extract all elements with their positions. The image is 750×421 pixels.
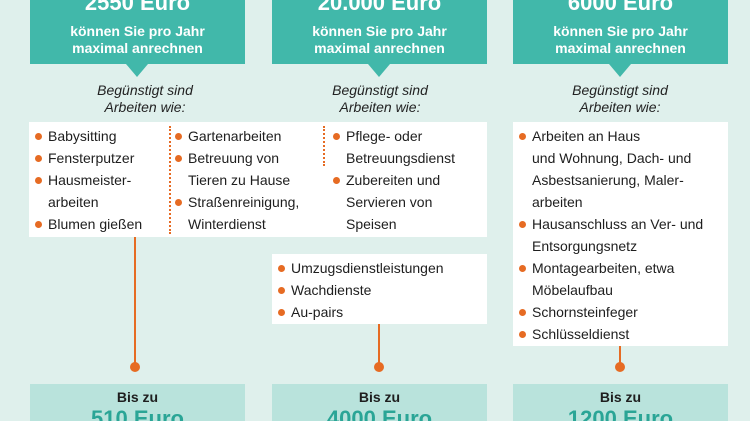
banner-subtitle: können Sie pro Jahr maximal anrechnen	[513, 23, 728, 57]
list-item-continuation: Speisen	[346, 216, 397, 232]
beguenstigt-label-2: Begünstigt sind Arbeiten wie:	[285, 82, 475, 116]
result-value: 4000 Euro	[326, 406, 433, 421]
result-value: 1200 Euro	[567, 406, 674, 421]
list-item-continuation: arbeiten	[48, 194, 99, 210]
result-bis: Bis zu	[599, 389, 642, 405]
list-item: Fensterputzer	[35, 147, 170, 169]
beguenstigt-line1: Begünstigt sind	[572, 82, 668, 98]
banner-subtitle: können Sie pro Jahr maximal anrechnen	[30, 23, 245, 57]
result-value: 510 Euro	[91, 406, 184, 421]
banner-subtitle-line1: können Sie pro Jahr	[312, 23, 447, 39]
list-item: Wachdienste	[278, 279, 481, 301]
list-item: Schlüsseldienst	[519, 323, 722, 345]
beguenstigt-line2: Arbeiten wie:	[339, 99, 421, 115]
list-item: Pflege- oder	[333, 125, 485, 147]
list-item: Umzugsdienstleistungen	[278, 257, 481, 279]
connector-dot-3	[615, 362, 625, 372]
banner-2550: 2550 Euro können Sie pro Jahr maximal an…	[30, 0, 245, 64]
list-item: Straßenreinigung,	[175, 191, 319, 213]
list-item: Au-pairs	[278, 301, 481, 323]
result-box-3: Bis zu 1200 Euro	[513, 384, 728, 421]
banner-subtitle-line1: können Sie pro Jahr	[70, 23, 205, 39]
banner-subtitle-line2: maximal anrechnen	[555, 40, 686, 56]
list-top: Pflege- oder Betreuungsdienst Zubereiten…	[333, 125, 485, 235]
beguenstigt-line2: Arbeiten wie:	[104, 99, 186, 115]
list-box-2-top: Pflege- oder Betreuungsdienst Zubereiten…	[319, 122, 487, 237]
result-box-2: Bis zu 4000 Euro	[272, 384, 487, 421]
connector-line-1	[134, 237, 136, 367]
banner-subtitle: können Sie pro Jahr maximal anrechnen	[272, 23, 487, 57]
list-item: Gartenarbeiten	[175, 125, 319, 147]
connector-dot-2	[374, 362, 384, 372]
connector-line-2	[378, 324, 380, 367]
connector-dot-1	[130, 362, 140, 372]
beguenstigt-line1: Begünstigt sind	[97, 82, 193, 98]
list-left: Babysitting Fensterputzer Hausmeister- a…	[35, 125, 170, 235]
banner-pointer	[609, 64, 631, 77]
list-item-continuation: Möbelaufbau	[532, 282, 613, 298]
banner-amount: 20.000 Euro	[317, 0, 442, 15]
banner-20000: 20.000 Euro können Sie pro Jahr maximal …	[272, 0, 487, 64]
beguenstigt-line1: Begünstigt sind	[332, 82, 428, 98]
list-item: Hausmeister-	[35, 169, 170, 191]
list-item: Arbeiten an Haus	[519, 125, 722, 147]
result-bis: Bis zu	[358, 389, 401, 405]
banner-subtitle-line2: maximal anrechnen	[72, 40, 203, 56]
beguenstigt-label-3: Begünstigt sind Arbeiten wie:	[525, 82, 715, 116]
list-box-1: Babysitting Fensterputzer Hausmeister- a…	[29, 122, 319, 237]
list-item: Blumen gießen	[35, 213, 170, 235]
beguenstigt-label-1: Begünstigt sind Arbeiten wie:	[50, 82, 240, 116]
list-box-3: Arbeiten an Haus und Wohnung, Dach- und …	[513, 122, 728, 346]
list-box-2-extra: Umzugsdienstleistungen Wachdienste Au-pa…	[272, 254, 487, 324]
banner-subtitle-line1: können Sie pro Jahr	[553, 23, 688, 39]
list-item-continuation: Entsorgungsnetz	[532, 238, 638, 254]
list-item-continuation: arbeiten	[532, 194, 583, 210]
list-item: Schornsteinfeger	[519, 301, 722, 323]
list-item-continuation: Asbestsanierung, Maler-	[532, 172, 684, 188]
list-item: Babysitting	[35, 125, 170, 147]
list-item: Hausanschluss an Ver- und	[519, 213, 722, 235]
list-item-continuation: Betreuungsdienst	[346, 150, 455, 166]
banner-subtitle-line2: maximal anrechnen	[314, 40, 445, 56]
list-item-continuation: und Wohnung, Dach- und	[532, 150, 692, 166]
beguenstigt-line2: Arbeiten wie:	[579, 99, 661, 115]
list-right: Gartenarbeiten Betreuung von Tieren zu H…	[175, 125, 319, 235]
list-separator	[169, 126, 171, 234]
list-item: Zubereiten und	[333, 169, 485, 191]
list-item-continuation: Tieren zu Hause	[188, 172, 291, 188]
banner-pointer	[126, 64, 148, 77]
list-separator	[323, 126, 325, 166]
result-bis: Bis zu	[116, 389, 159, 405]
banner-pointer	[368, 64, 390, 77]
list-item: Betreuung von	[175, 147, 319, 169]
result-box-1: Bis zu 510 Euro	[30, 384, 245, 421]
banner-amount: 2550 Euro	[84, 0, 191, 15]
list-item: Montagearbeiten, etwa	[519, 257, 722, 279]
list-item-continuation: Winterdienst	[188, 216, 266, 232]
list-item-continuation: Servieren von	[346, 194, 433, 210]
banner-6000: 6000 Euro können Sie pro Jahr maximal an…	[513, 0, 728, 64]
banner-amount: 6000 Euro	[567, 0, 674, 15]
connector-line-3	[619, 346, 621, 367]
